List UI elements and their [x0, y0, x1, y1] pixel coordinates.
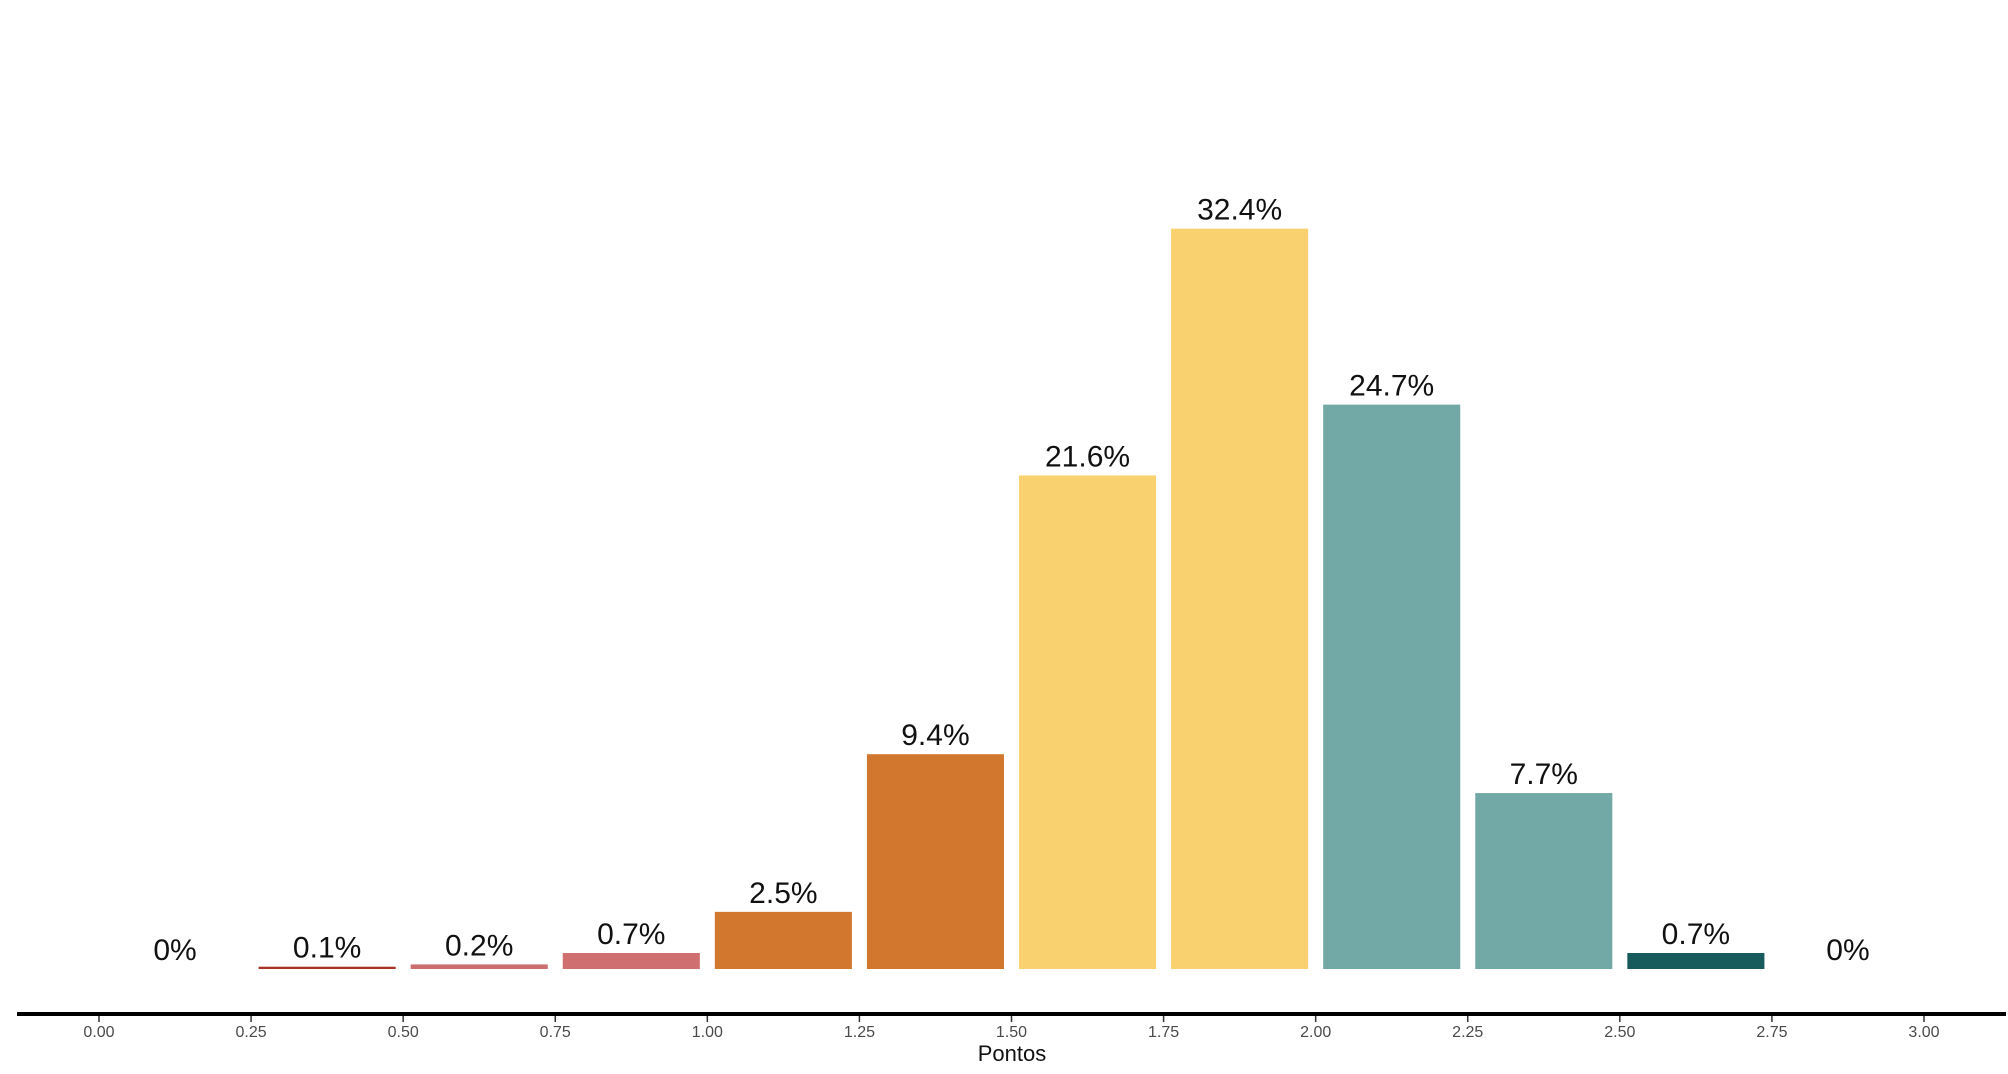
bar-3 [562, 953, 700, 969]
x-tick-label: 1.00 [692, 1024, 723, 1041]
bar-value-label: 0.7% [1662, 918, 1730, 951]
x-tick-label: 3.00 [1908, 1024, 1939, 1041]
bar-9 [1475, 793, 1613, 969]
x-ticks-group: 0.00 0.25 0.50 0.75 1.00 1.25 1.50 1.75 2.00 2.25… [83, 1016, 1940, 1041]
x-tick-label: 2.25 [1452, 1024, 1483, 1041]
bar-value-label: 2.5% [749, 877, 817, 910]
bar-value-label: 0.1% [293, 932, 361, 965]
bar-value-label: 21.6% [1045, 440, 1130, 473]
bar-value-label: 9.4% [901, 719, 969, 752]
x-tick-label: 2.50 [1604, 1024, 1635, 1041]
bar-value-label: 0.2% [445, 929, 513, 962]
x-tick-label: 1.75 [1148, 1024, 1179, 1041]
bar-value-label: 0.7% [597, 918, 665, 951]
x-tick-label: 0.75 [540, 1024, 571, 1041]
bar-1 [258, 966, 396, 969]
x-tick-label: 2.00 [1300, 1024, 1331, 1041]
bar-value-label: 32.4% [1197, 194, 1282, 227]
x-tick-label: 1.25 [844, 1024, 875, 1041]
bar-value-label: 0% [1826, 934, 1869, 967]
bar-value-label: 0% [153, 934, 196, 967]
x-tick-label: 0.00 [83, 1024, 114, 1041]
bar-2 [410, 964, 548, 969]
x-axis-title: Pontos [978, 1041, 1047, 1066]
x-tick-label: 2.75 [1756, 1024, 1787, 1041]
value-labels-group: 0% 0.1% 0.2% 0.7% 2.5% 9.4% 21.6% 32.4% 24.7% 7.7… [153, 194, 1869, 967]
bar-6 [1019, 475, 1157, 969]
x-tick-label: 1.50 [996, 1024, 1027, 1041]
bar-value-label: 7.7% [1510, 758, 1578, 791]
x-tick-label: 0.50 [388, 1024, 419, 1041]
bar-5 [866, 754, 1004, 969]
bar-value-label: 24.7% [1349, 370, 1434, 403]
bar-7 [1171, 228, 1309, 969]
x-tick-label: 0.25 [236, 1024, 267, 1041]
bar-8 [1323, 404, 1461, 970]
bar-4 [714, 911, 852, 969]
bars-group [258, 228, 1765, 970]
bar-10 [1627, 953, 1765, 969]
